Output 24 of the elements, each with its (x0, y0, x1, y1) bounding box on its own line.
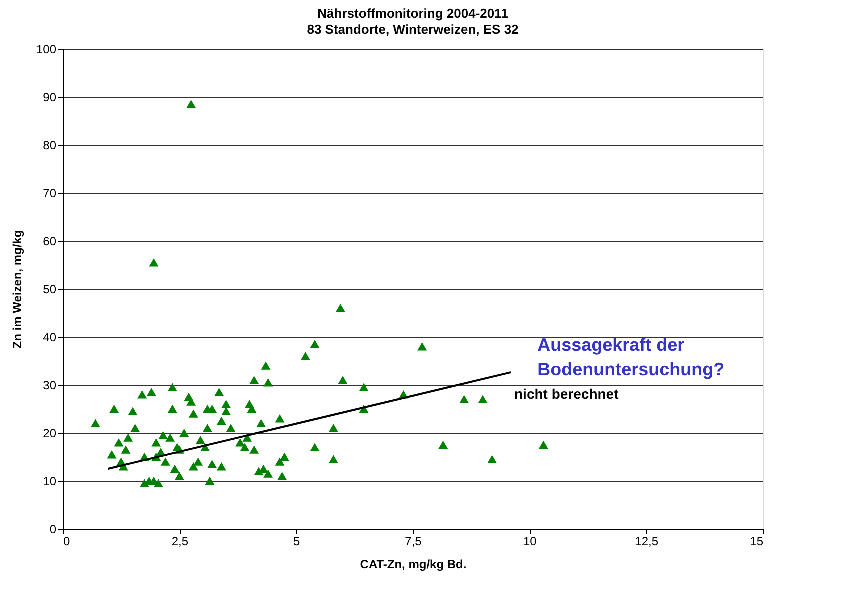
y-tick-label: 100 (36, 42, 57, 56)
chart-subtitle: 83 Standorte, Winterweizen, ES 32 (307, 22, 519, 37)
x-tick-label: 12,5 (635, 534, 659, 548)
y-tick-label: 90 (43, 90, 57, 104)
x-tick-label: 7,5 (405, 534, 422, 548)
x-axis-title: CAT-Zn, mg/kg Bd. (360, 558, 467, 572)
y-tick-label: 20 (43, 426, 57, 440)
x-tick-label: 15 (750, 534, 764, 548)
x-tick-label: 0 (64, 534, 70, 548)
y-tick-label: 50 (43, 282, 57, 296)
y-tick-label: 10 (43, 474, 57, 488)
y-tick-label: 70 (43, 186, 57, 200)
y-tick-label: 30 (43, 378, 57, 392)
y-tick-label: 0 (50, 522, 57, 536)
x-tick-label: 10 (523, 534, 538, 548)
x-tick-label: 5 (293, 534, 300, 548)
annotation: Aussagekraft der Bodenuntersuchung? (538, 335, 725, 380)
y-tick-label: 80 (43, 138, 57, 152)
x-tick-label: 2,5 (172, 534, 189, 548)
annotation: nicht berechnet (514, 386, 620, 402)
y-axis-title: Zn im Weizen, mg/kg (10, 230, 24, 349)
y-tick-label: 40 (43, 330, 57, 344)
chart-title: Nährstoffmonitoring 2004-2011 (318, 6, 508, 21)
y-tick-label: 60 (43, 234, 57, 248)
